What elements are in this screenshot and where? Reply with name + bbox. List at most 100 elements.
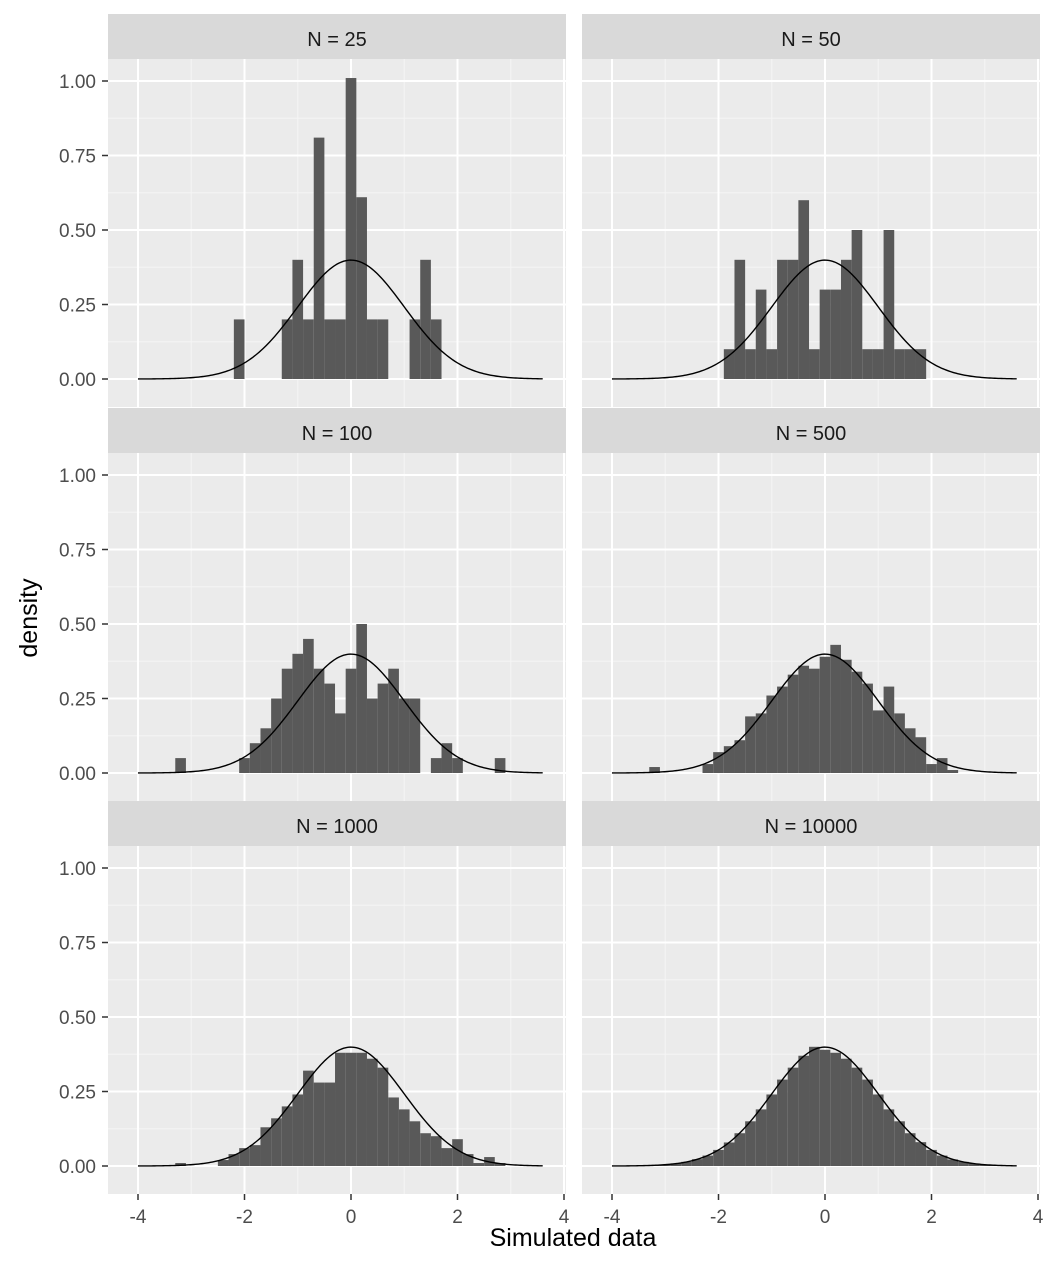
histogram-bar <box>809 349 820 379</box>
panel-plot-area <box>108 846 566 1194</box>
x-axis: -4 -2 0 2 4 -4 -2 0 2 4 <box>130 1194 1044 1228</box>
histogram-bar <box>883 1109 895 1166</box>
histogram-bar <box>872 710 884 773</box>
x-tick-label: 2 <box>452 1207 463 1228</box>
facet-strip <box>582 801 1040 846</box>
x-tick-label: -2 <box>710 1207 727 1228</box>
histogram-bar <box>398 698 410 773</box>
facet-strip <box>582 14 1040 59</box>
histogram-bar <box>947 1159 959 1166</box>
histogram-bar <box>851 671 863 773</box>
histogram-bar <box>830 1052 841 1166</box>
histogram-bar <box>462 1154 474 1166</box>
y-tick-label: 0.25 <box>59 1083 96 1104</box>
histogram-bar <box>313 137 325 379</box>
histogram-bar <box>851 230 863 379</box>
histogram-bar <box>755 1109 767 1166</box>
histogram-bar <box>233 319 245 379</box>
histogram-bar <box>777 1079 788 1166</box>
histogram-bar <box>356 624 367 773</box>
y-tick-label: 0.75 <box>59 541 96 562</box>
histogram-bar <box>851 1067 863 1166</box>
histogram-bar <box>452 758 463 773</box>
histogram-bar <box>723 1142 735 1166</box>
facet-strip <box>108 801 566 846</box>
facet-panels: N = 25 N = 50 N = 100 N = 500 N = 1000 N = 10… <box>108 14 1040 1194</box>
x-tick-label: 0 <box>820 1207 831 1228</box>
x-tick-label: -4 <box>130 1207 147 1228</box>
histogram-bar <box>281 319 293 379</box>
histogram-bar <box>175 1163 186 1166</box>
histogram-bar <box>377 319 389 379</box>
histogram-bar <box>228 1154 240 1166</box>
histogram-bar <box>915 349 927 379</box>
histogram-bar <box>281 668 293 773</box>
x-tick-label: -2 <box>236 1207 253 1228</box>
normal-density-curve <box>137 259 543 380</box>
histogram-bar <box>745 349 756 379</box>
histogram-bar <box>894 349 905 379</box>
histogram-bar <box>819 1049 831 1166</box>
facet-strip-label: N = 25 <box>307 29 366 51</box>
facet-strip-label: N = 500 <box>776 423 847 445</box>
histogram-bar <box>377 683 389 773</box>
histogram-bar <box>862 349 873 379</box>
histogram-bar <box>755 713 767 773</box>
histogram-bar <box>862 1079 873 1166</box>
normal-density-curve <box>137 1046 543 1167</box>
histogram-bar <box>904 349 916 379</box>
histogram-bar <box>430 1136 442 1166</box>
normal-density-curve <box>611 1046 1017 1167</box>
y-tick-label: 0.25 <box>59 296 96 317</box>
histogram-bar <box>926 764 937 773</box>
y-tick-label: 0.50 <box>59 615 96 636</box>
histogram-bar <box>324 319 336 379</box>
facet-strip-label: N = 50 <box>781 29 840 51</box>
histogram-bar <box>713 1149 724 1166</box>
histogram-bar <box>356 197 367 379</box>
facet-strip <box>108 408 566 453</box>
histogram-bar <box>420 1133 431 1166</box>
histogram-bar <box>883 686 895 773</box>
histogram-bar <box>313 1082 325 1166</box>
x-tick-label: 4 <box>559 1207 570 1228</box>
x-tick-label: 2 <box>926 1207 937 1228</box>
histogram-bar <box>303 638 314 773</box>
histogram-bar <box>409 319 421 379</box>
histogram-bar <box>260 1127 272 1166</box>
histogram-bar <box>292 259 304 379</box>
histogram-bar <box>819 289 831 379</box>
panel-background <box>582 59 1040 407</box>
histogram-bar <box>271 1118 282 1166</box>
histogram-bar <box>649 767 660 773</box>
normal-density-curve <box>137 653 543 774</box>
histogram-bar <box>239 1148 250 1166</box>
y-tick-label: 0.00 <box>59 764 96 785</box>
facet-panel: N = 50 <box>582 14 1040 407</box>
histogram-bar <box>345 1052 357 1166</box>
histogram-bar <box>777 686 788 773</box>
histogram-bar <box>862 683 873 773</box>
histogram-bar <box>830 289 841 379</box>
histogram-bar <box>894 1121 905 1166</box>
facet-panel: N = 25 <box>108 14 566 407</box>
histogram-bar <box>409 698 421 773</box>
histogram-bar <box>249 743 261 773</box>
histogram-bar <box>377 1067 389 1166</box>
histogram-bar <box>787 674 799 773</box>
histogram-bar <box>915 1142 927 1166</box>
histogram-bar <box>872 1094 884 1166</box>
histogram-bar <box>345 668 357 773</box>
facet-strip-label: N = 1000 <box>296 816 378 838</box>
x-axis-title: Simulated data <box>490 1224 657 1252</box>
histogram-bar <box>745 1121 756 1166</box>
x-tick-label: 0 <box>346 1207 357 1228</box>
normal-density-curve <box>611 653 1017 774</box>
x-tick-label: -4 <box>604 1207 621 1228</box>
histogram-bar <box>398 1109 410 1166</box>
histogram-bar <box>356 1052 367 1166</box>
y-tick-label: 1.00 <box>59 859 96 880</box>
histogram-bar <box>958 1161 969 1166</box>
histogram-bar <box>840 1058 852 1166</box>
